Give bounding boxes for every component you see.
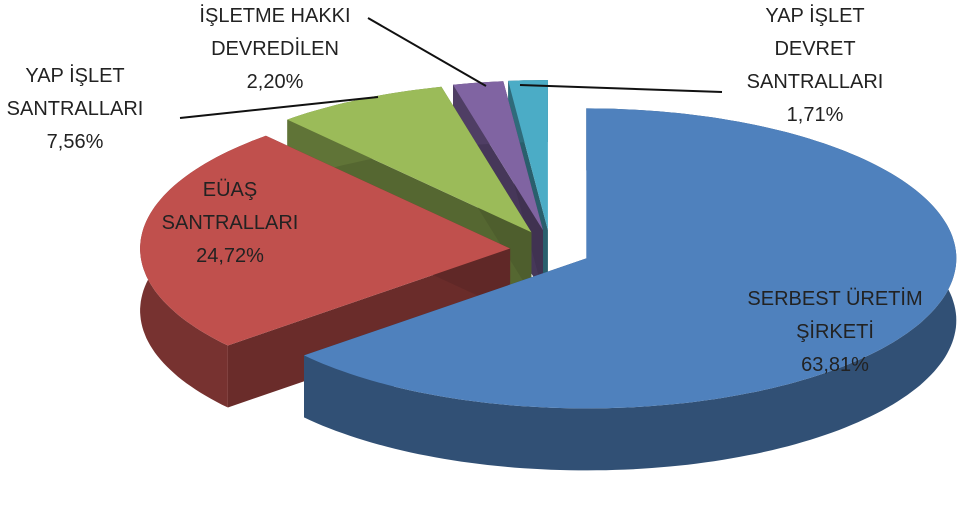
value-label: 2,20% (247, 71, 304, 93)
category-label: EÜAŞ SANTRALLARI (162, 179, 299, 234)
label-line: EÜAŞ (203, 179, 257, 201)
leader-line (367, 17, 487, 87)
leader-line (519, 84, 723, 93)
pie-slice (508, 80, 548, 230)
label-line: YAP İŞLET (765, 4, 864, 27)
label-line: SANTRALLARI (747, 71, 884, 93)
value-label: 1,71% (787, 104, 844, 126)
label-line: ŞİRKETİ (796, 320, 874, 343)
value-label: 24,72% (196, 245, 264, 267)
pie-tops (140, 80, 957, 409)
labels: SERBEST ÜRETİM ŞİRKETİ 63,81% EÜAŞ SANTRALLA… (7, 4, 923, 376)
pie-slice (304, 108, 957, 409)
label-line: DEVRET (774, 38, 855, 60)
label-line: SANTRALLARI (162, 212, 299, 234)
slice-wall (227, 248, 511, 408)
label-line: YAP İŞLET (25, 64, 124, 87)
category-label: SERBEST ÜRETİM ŞİRKETİ (747, 287, 922, 343)
pie-slice (287, 86, 532, 233)
category-label: YAP İŞLET SANTRALLARI (7, 64, 144, 120)
category-label: YAP İŞLET DEVRET SANTRALLARI (747, 4, 884, 93)
category-label: İŞLETME HAKKI DEVREDİLEN (199, 4, 350, 60)
value-label: 7,56% (47, 131, 104, 153)
label-line: SANTRALLARI (7, 98, 144, 120)
pie-slice (453, 81, 543, 231)
leader-line (179, 96, 379, 119)
label-line: SERBEST ÜRETİM (747, 287, 922, 310)
value-label: 63,81% (801, 354, 869, 376)
label-line: İŞLETME HAKKI (199, 4, 350, 27)
slice-side (304, 108, 957, 471)
label-line: DEVREDİLEN (211, 37, 339, 60)
pie-slice (140, 135, 511, 346)
